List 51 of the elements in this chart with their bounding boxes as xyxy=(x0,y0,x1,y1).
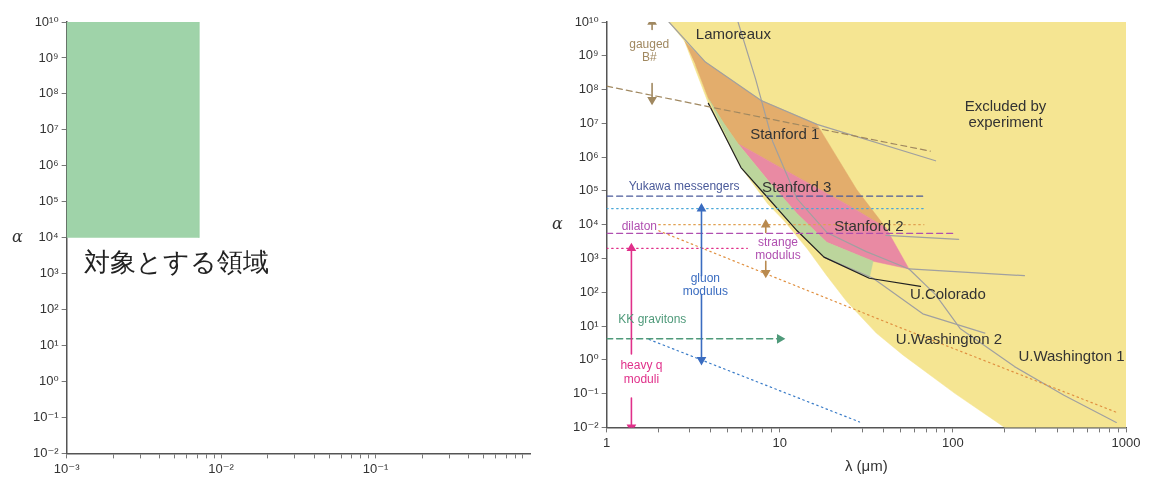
annotation: gauged B# xyxy=(629,36,670,65)
y-tick-label: 10² xyxy=(579,283,600,299)
y-tick-label: 10⁵ xyxy=(38,193,59,209)
y-tick-label: 10⁰ xyxy=(38,373,59,389)
annotation: dilaton xyxy=(621,218,658,233)
y-tick-label: 10² xyxy=(39,301,60,317)
y-tick-label: 10⁵ xyxy=(578,182,599,198)
annotation: heavy q moduli xyxy=(620,358,663,386)
y-tick-label: 10¹⁰ xyxy=(574,13,599,29)
y-axis-title: α xyxy=(552,213,563,233)
annotation: Yukawa messengers xyxy=(628,179,740,194)
y-tick-label: 10¹ xyxy=(579,317,600,333)
y-tick-label: 10⁻² xyxy=(32,444,60,460)
y-tick-label: 10⁻¹ xyxy=(32,409,60,425)
y-tick-label: 10¹⁰ xyxy=(34,13,59,29)
x-tick-label: 10⁻¹ xyxy=(362,460,390,476)
y-axis-title: α xyxy=(12,226,23,246)
y-tick-label: 10⁻² xyxy=(572,418,600,434)
annotation: U.Washington 1 xyxy=(1018,346,1125,364)
y-tick-label: 10⁻¹ xyxy=(572,385,600,401)
annotation: 対象とする領域 xyxy=(83,246,269,277)
annotation: strange modulus xyxy=(755,234,801,262)
x-axis-title: λ (μm) xyxy=(844,457,888,475)
annotation: gluon modulus xyxy=(682,271,729,299)
y-tick-label: 10¹ xyxy=(39,337,60,353)
y-tick-label: 10³ xyxy=(39,265,60,281)
annotation: Stanford 1 xyxy=(750,125,820,143)
y-tick-label: 10³ xyxy=(579,250,600,266)
x-tick-label: 100 xyxy=(942,434,964,450)
annotation: Stanford 2 xyxy=(834,216,904,234)
y-tick-label: 10⁰ xyxy=(578,351,599,367)
annotation: Stanford 3 xyxy=(762,177,832,195)
y-tick-label: 10⁷ xyxy=(579,114,599,130)
y-tick-label: 10⁸ xyxy=(578,81,599,97)
y-tick-label: 10⁹ xyxy=(578,47,599,63)
x-tick-label: 10⁻² xyxy=(208,460,235,476)
annotation: U.Colorado xyxy=(909,285,986,303)
x-tick-label: 1 xyxy=(603,434,611,450)
x-tick-label: 10 xyxy=(772,434,787,450)
y-tick-label: 10⁷ xyxy=(39,121,59,137)
y-tick-label: 10⁴ xyxy=(38,229,59,245)
x-tick-label: 1000 xyxy=(1111,434,1141,450)
annotation: Excluded by experiment xyxy=(964,96,1047,131)
y-tick-label: 10⁶ xyxy=(38,157,59,173)
y-tick-label: 10⁹ xyxy=(38,49,59,65)
x-tick-label: 10⁻³ xyxy=(53,460,81,476)
annotation: U.Washington 2 xyxy=(895,329,1002,347)
y-tick-label: 10⁴ xyxy=(578,216,599,232)
annotation: Lamoreaux xyxy=(695,24,772,42)
y-tick-label: 10⁸ xyxy=(38,85,59,101)
y-tick-label: 10⁶ xyxy=(578,148,599,164)
